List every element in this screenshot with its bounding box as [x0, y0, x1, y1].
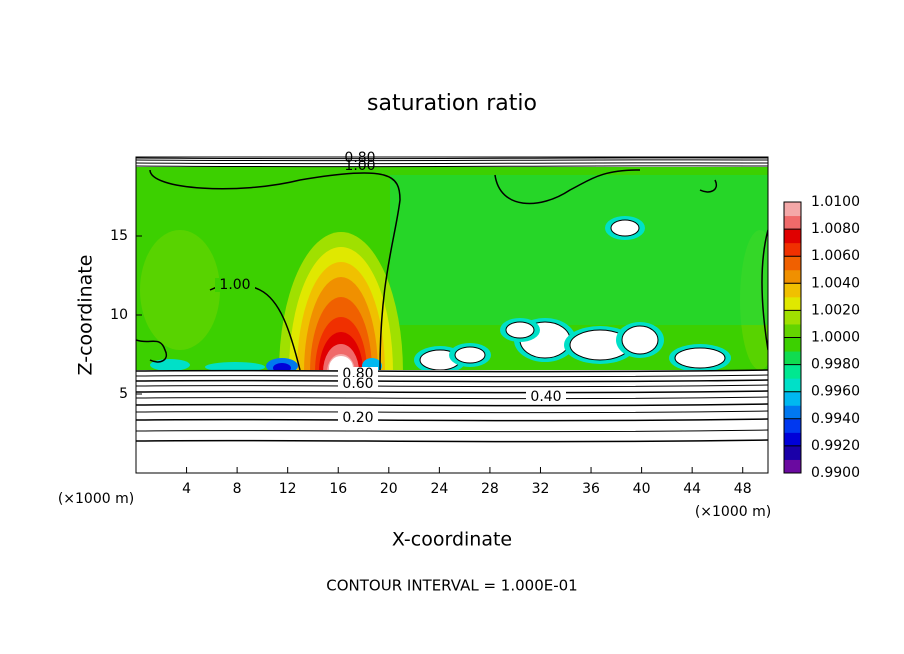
contour-line [136, 339, 167, 363]
chart-title: saturation ratio [367, 91, 537, 116]
x-tick-label: 8 [233, 481, 242, 497]
colorbar-tick-label: 1.0040 [811, 275, 860, 291]
contour-label-bg [338, 377, 378, 391]
contour-label-bg [215, 278, 255, 292]
field-spot [150, 359, 190, 371]
colorbar-swatch [784, 351, 801, 366]
footer: CONTOUR INTERVAL = 1.000E-01 [326, 577, 577, 595]
colorbar-swatch [784, 215, 801, 230]
colorbar-swatch [784, 405, 801, 420]
x-axis-label: X-coordinate [392, 529, 512, 551]
contour-line [136, 439, 768, 443]
x-unit-label: (×1000 m) [695, 504, 771, 520]
contour-line [136, 429, 768, 433]
contour-line [136, 157, 768, 160]
contour-line [136, 403, 768, 407]
x-tick-label: 32 [532, 481, 550, 497]
colorbar-tick-label: 1.0000 [811, 330, 860, 346]
contour-label: 0.80 [344, 150, 375, 166]
colorbar-swatch [784, 229, 801, 244]
field-spot [505, 321, 535, 339]
contour-line [136, 369, 768, 373]
contour-line [136, 410, 768, 414]
field-lower [136, 370, 768, 473]
colorbar-swatch [784, 256, 801, 271]
colorbar-tick-label: 1.0100 [811, 194, 860, 210]
contour-label: 0.20 [342, 410, 373, 426]
contour-line [136, 159, 768, 162]
colorbar-swatch [784, 242, 801, 257]
contour-line [136, 165, 768, 168]
x-tick-label: 20 [380, 481, 398, 497]
contour-line [136, 374, 768, 378]
colorbar-swatch [784, 296, 801, 311]
y-tick-label: 15 [110, 228, 128, 244]
contour-line [136, 379, 768, 383]
colorbar-swatch [784, 391, 801, 406]
colorbar-tick-label: 0.9920 [811, 438, 860, 454]
x-tick-label: 28 [481, 481, 499, 497]
field-spot [205, 362, 265, 372]
field-spot [454, 346, 486, 364]
contour-label-bg [338, 411, 378, 425]
colorbar-tick-label: 0.9960 [811, 384, 860, 400]
contour-line [136, 396, 768, 400]
x-tick-label: 36 [582, 481, 600, 497]
y-tick-label: 10 [110, 307, 128, 323]
x-tick-label: 44 [683, 481, 701, 497]
y-tick-label: 5 [119, 386, 128, 402]
contour-line [136, 390, 768, 394]
contour-label-bg [526, 390, 566, 404]
x-tick-label: 4 [182, 481, 191, 497]
colorbar-swatch [784, 323, 801, 338]
y-unit-label: (×1000 m) [58, 491, 134, 507]
x-tick-label: 48 [734, 481, 752, 497]
y-axis-label: Z-coordinate [75, 255, 97, 376]
contour-label: 1.00 [219, 277, 250, 293]
colorbar-tick-label: 1.0080 [811, 221, 860, 237]
field-top [136, 157, 768, 167]
colorbar-swatch [784, 269, 801, 284]
colorbar-tick-label: 1.0020 [811, 302, 860, 318]
field-band [140, 230, 220, 350]
colorbar-swatch [784, 202, 801, 217]
field-spot [610, 219, 640, 237]
colorbar-swatch [784, 418, 801, 433]
field-band [390, 175, 768, 325]
x-tick-label: 40 [633, 481, 651, 497]
colorbar-swatch [784, 378, 801, 393]
colorbar-swatch [784, 459, 801, 474]
colorbar-swatch [784, 445, 801, 460]
contour-line [136, 418, 768, 422]
colorbar-swatch [784, 310, 801, 325]
x-tick-label: 12 [279, 481, 297, 497]
colorbar-swatch [784, 337, 801, 352]
field [136, 157, 768, 473]
contour-label: 0.60 [342, 376, 373, 392]
x-tick-label: 16 [329, 481, 347, 497]
colorbar-tick-label: 1.0060 [811, 248, 860, 264]
contour-label: 1.00 [344, 158, 375, 174]
contour-line [136, 162, 768, 165]
contour-line [494, 169, 768, 351]
field-spot [621, 325, 659, 355]
colorbar-swatch [784, 283, 801, 298]
contour-line [136, 384, 768, 388]
colorbar-tick-label: 0.9980 [811, 357, 860, 373]
colorbar-tick-label: 0.9900 [811, 465, 860, 481]
colorbar-tick-label: 0.9940 [811, 411, 860, 427]
colorbar-swatch [784, 432, 801, 447]
contour-label: 0.40 [530, 389, 561, 405]
colorbar-swatch [784, 364, 801, 379]
x-tick-label: 24 [430, 481, 448, 497]
field-spot [674, 347, 726, 369]
